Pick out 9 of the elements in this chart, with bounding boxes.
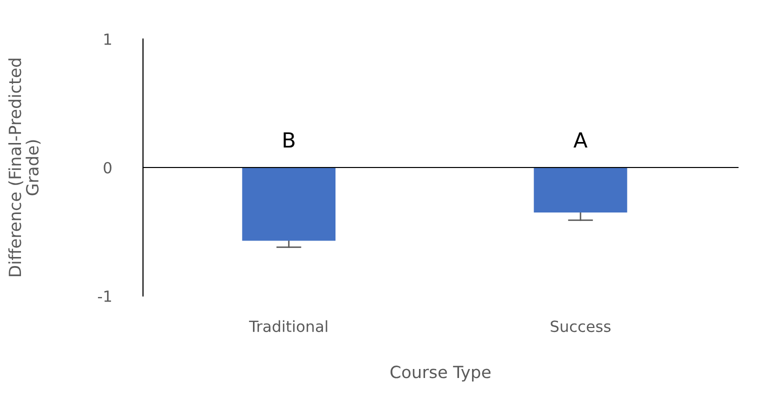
annotation: A xyxy=(574,132,588,148)
x-tick-label: Success xyxy=(550,320,611,332)
y-tick-label: 0 xyxy=(104,162,112,174)
y-tick-label: 1 xyxy=(104,34,112,45)
y-axis-title: Difference (Final-Predicted Grade) xyxy=(8,58,41,276)
y-tick-label: -1 xyxy=(98,290,112,302)
annotation: B xyxy=(284,132,295,148)
x-axis-title: Course Type xyxy=(390,366,490,382)
x-tick-label: Traditional xyxy=(249,320,328,332)
